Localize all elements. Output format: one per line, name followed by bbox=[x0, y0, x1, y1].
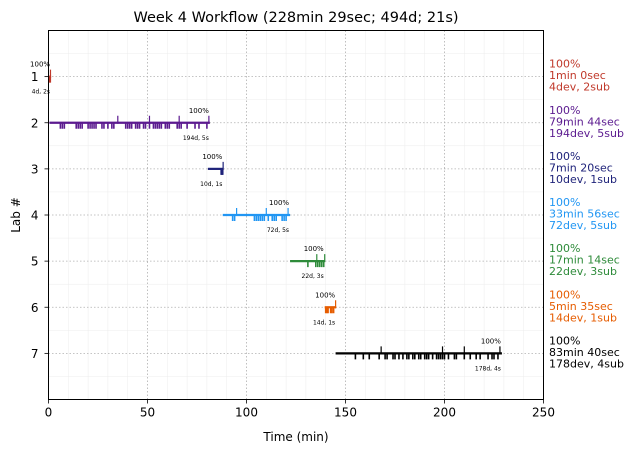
x-tick-label: 150 bbox=[334, 406, 357, 420]
lab-6-timeline: 100% 14d, 1s bbox=[313, 291, 337, 326]
x-tick-label: 200 bbox=[433, 406, 456, 420]
side-label-line: 100% bbox=[549, 104, 580, 117]
lab-3-count-label: 10d, 1s bbox=[200, 181, 222, 188]
lab-2-count-label: 194d, 5s bbox=[183, 135, 209, 142]
side-label-line: 14dev, 1sub bbox=[549, 311, 617, 324]
side-label-line: 17min 14sec bbox=[549, 254, 620, 267]
side-label-line: 7min 20sec bbox=[549, 161, 613, 174]
lab-2-pct-label: 100% bbox=[189, 107, 209, 115]
y-tick-label: 1 bbox=[31, 70, 39, 84]
side-label-line: 33min 56sec bbox=[549, 208, 620, 221]
lab-7-timeline: 100% 178d, 4s bbox=[335, 337, 502, 372]
x-axis-ticks: 0 50 100 150 200 250 bbox=[45, 399, 555, 420]
lab-3-timeline: 100% 10d, 1s bbox=[200, 153, 224, 188]
lab-5-timeline: 100% 22d, 3s bbox=[290, 245, 326, 280]
y-axis-label: Lab # bbox=[9, 197, 23, 233]
side-label-line: 100% bbox=[549, 242, 580, 255]
side-label-line: 100% bbox=[549, 58, 580, 71]
lab-4-timeline: 100% 72d, 5s bbox=[222, 199, 291, 234]
side-label-line: 178dev, 4sub bbox=[549, 357, 624, 370]
y-tick-label: 4 bbox=[31, 209, 39, 223]
y-axis-ticks: 1 2 3 4 5 6 7 bbox=[31, 70, 49, 361]
lab-3-pct-label: 100% bbox=[202, 153, 222, 161]
x-tick-label: 50 bbox=[140, 406, 155, 420]
lab-1-timeline: 100% 4d, 2s bbox=[30, 61, 52, 96]
side-label-line: 10dev, 1sub bbox=[549, 173, 617, 186]
x-tick-label: 100 bbox=[235, 406, 258, 420]
y-tick-label: 3 bbox=[31, 162, 39, 176]
lab-1-count-label: 4d, 2s bbox=[32, 89, 50, 96]
y-tick-label: 6 bbox=[31, 301, 39, 315]
side-label-line: 5min 35sec bbox=[549, 300, 613, 313]
lab-2-timeline: 100% 194d, 5s bbox=[49, 107, 210, 142]
lab-5-count-label: 22d, 3s bbox=[302, 273, 324, 280]
lab-4-count-label: 72d, 5s bbox=[267, 227, 289, 234]
grid-lines bbox=[48, 30, 544, 400]
lab-timelines: 100% 4d, 2s 100% 194d, 5s 100% 10d, 1s 100% 72d… bbox=[30, 61, 502, 372]
chart-title: Week 4 Workflow (228min 29sec; 494d; 21s… bbox=[133, 10, 458, 26]
side-label-line: 22dev, 3sub bbox=[549, 265, 617, 278]
y-tick-label: 5 bbox=[31, 255, 39, 269]
side-label-line: 72dev, 5sub bbox=[549, 219, 617, 232]
y-tick-label: 7 bbox=[31, 347, 39, 361]
y-tick-label: 2 bbox=[31, 116, 39, 130]
side-label-line: 194dev, 5sub bbox=[549, 127, 624, 140]
lab-4-pct-label: 100% bbox=[269, 199, 289, 207]
lab-6-count-label: 14d, 1s bbox=[313, 319, 335, 326]
side-label-line: 100% bbox=[549, 288, 580, 301]
lab-6-pct-label: 100% bbox=[315, 291, 335, 299]
lab-1-pct-label: 100% bbox=[30, 61, 50, 69]
x-axis-label: Time (min) bbox=[262, 430, 328, 444]
lab-7-count-label: 178d, 4s bbox=[475, 365, 501, 372]
lab-7-pct-label: 100% bbox=[481, 337, 501, 345]
x-tick-label: 0 bbox=[45, 406, 53, 420]
side-label-line: 79min 44sec bbox=[549, 115, 620, 128]
x-tick-label: 250 bbox=[532, 406, 555, 420]
side-label-line: 83min 40sec bbox=[549, 346, 620, 359]
side-label-line: 100% bbox=[549, 334, 580, 347]
side-label-line: 100% bbox=[549, 196, 580, 209]
side-label-line: 100% bbox=[549, 150, 580, 163]
side-label-line: 1min 0sec bbox=[549, 69, 606, 82]
lab-5-pct-label: 100% bbox=[304, 245, 324, 253]
side-label-line: 4dev, 2sub bbox=[549, 81, 610, 94]
